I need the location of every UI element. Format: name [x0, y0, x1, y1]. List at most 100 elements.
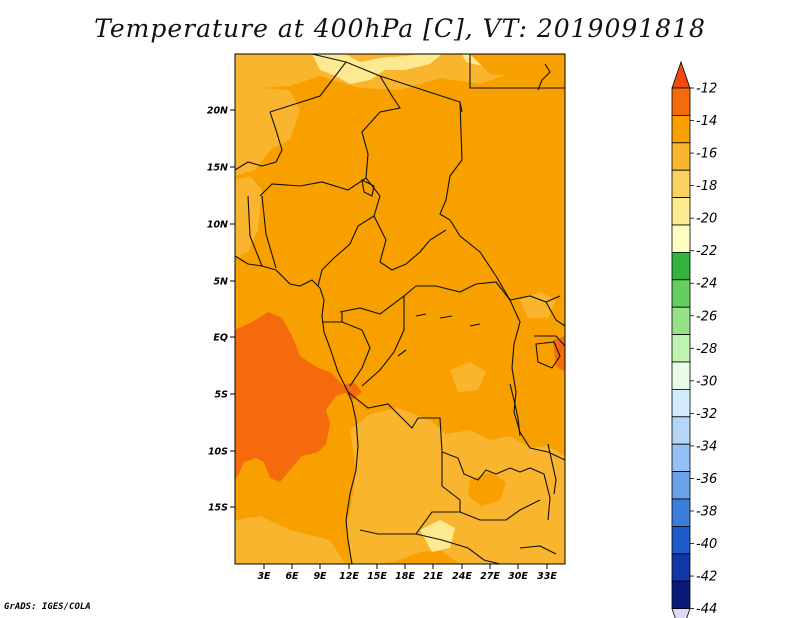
colorbar-label: -20: [696, 212, 717, 227]
colorbar-label: -28: [696, 342, 717, 357]
colorbar-swatch: [671, 443, 691, 473]
colorbar-swatch: [671, 169, 691, 198]
colorbar-label: -44: [696, 602, 717, 617]
colorbar-swatch: [671, 251, 691, 281]
colorbar-swatch: [671, 197, 691, 226]
lon-label: 21E: [423, 571, 443, 582]
colorbar-label: -42: [696, 570, 717, 585]
lon-label: 6E: [285, 571, 299, 582]
colorbar-swatch: [671, 142, 691, 171]
coastline-west-africa: [234, 255, 359, 565]
colorbar-label: -32: [696, 407, 717, 422]
lat-label: 10N: [207, 220, 228, 231]
lon-label: 3E: [257, 571, 271, 582]
lake-malawi: [547, 443, 557, 495]
red-sea-coast: [537, 63, 551, 91]
longitude-axis: 3E 6E 9E 12E 15E 18E 21E 24E 27E 30E 33E: [257, 564, 557, 582]
lon-label: 27E: [480, 571, 500, 582]
credit-text: GrADS: IGES/COLA: [4, 602, 91, 612]
colorbar-swatch: [671, 498, 691, 527]
colorbar-swatch: [671, 279, 691, 308]
border-uganda-kenya: [534, 301, 566, 347]
colorbar-swatch: [671, 526, 691, 555]
colorbar-swatch: [671, 306, 691, 336]
map-frame: [234, 53, 566, 565]
lon-label: 15E: [367, 571, 387, 582]
border-cameroon-congo: [322, 312, 371, 387]
border-angola-zambia: [359, 452, 461, 535]
colorbar-swatch: [671, 361, 691, 390]
map-panel: [234, 53, 566, 565]
colorbar-label: -40: [696, 537, 717, 552]
lon-label: 33E: [537, 571, 557, 582]
lake-chad: [361, 179, 375, 197]
lat-label: 5S: [215, 390, 229, 401]
shade-cool-southwest-coast: [235, 516, 345, 564]
shade-cool-south-central: [346, 408, 565, 564]
border-south-africa: [415, 533, 557, 565]
border-zambia-south: [459, 499, 541, 521]
colorbar-label: -12: [696, 82, 717, 97]
chart-title: Temperature at 400hPa [C], VT: 201909181…: [94, 14, 706, 43]
border-benin-togo: [247, 195, 277, 269]
border-zambia-east: [509, 467, 551, 521]
colorbar-label: -38: [696, 504, 717, 519]
shade-warm-south-island: [468, 472, 506, 506]
colorbar: -12 -14 -16 -18 -20 -22 -24 -26 -28 -30 -32 -34 -36 -…: [671, 60, 717, 618]
country-borders: [234, 53, 566, 565]
river-congo-marks: [397, 313, 481, 357]
lat-label: 20N: [207, 106, 228, 117]
lon-label: 30E: [508, 571, 528, 582]
lake-victoria-outline: [535, 341, 561, 369]
colorbar-swatch: [671, 115, 691, 144]
lon-label: 18E: [395, 571, 415, 582]
colorbar-label: -22: [696, 244, 717, 259]
border-car-drc: [339, 281, 561, 315]
colorbar-swatch: [671, 471, 691, 500]
colorbar-label: -18: [696, 179, 717, 194]
border-chad-sudan: [439, 101, 497, 277]
lat-label: 5N: [213, 277, 228, 288]
latitude-axis: 20N 15N 10N 5N EQ 5S 10S 15S: [207, 106, 235, 514]
border-niger-nigeria: [259, 177, 381, 217]
lon-label: 9E: [313, 571, 327, 582]
colorbar-label: -34: [696, 439, 717, 454]
lat-label: 10S: [208, 447, 228, 458]
lon-label: 12E: [339, 571, 359, 582]
colorbar-label: -24: [696, 277, 717, 292]
lat-label: 15S: [208, 503, 228, 514]
border-chad-car: [373, 215, 447, 271]
colorbar-swatch: [671, 416, 691, 445]
lat-label: EQ: [213, 333, 228, 344]
border-nigeria-cameroon: [317, 215, 375, 287]
colorbar-swatch: [671, 87, 691, 116]
colorbar-bottom-arrow: [671, 608, 691, 618]
colorbar-label: -36: [696, 472, 717, 487]
colorbar-swatch: [671, 334, 691, 363]
shade-warm-ne: [470, 54, 565, 76]
shade-warmest-southwest: [235, 312, 348, 482]
colorbar-swatch: [671, 388, 691, 418]
colorbar-swatch: [671, 553, 691, 582]
colorbar-label: -14: [696, 114, 717, 129]
shade-coolest-south: [420, 520, 455, 552]
shade-cool-east-patch: [520, 292, 556, 318]
colorbar-top-arrow: [671, 60, 691, 89]
border-east-africa: [495, 275, 566, 461]
lon-label: 24E: [452, 571, 472, 582]
border-algeria-niger: [269, 61, 401, 179]
border-drc-angola: [347, 391, 511, 481]
lat-label: 15N: [207, 163, 228, 174]
colorbar-label: -16: [696, 147, 717, 162]
colorbar-swatch: [671, 224, 691, 253]
border-mali-burkina: [234, 111, 283, 171]
border-egypt-sudan: [469, 54, 565, 89]
colorbar-label: -26: [696, 309, 717, 324]
shade-cool-sahara: [235, 88, 300, 176]
lake-tanganyika: [509, 383, 521, 437]
border-congo-drc: [361, 296, 405, 387]
colorbar-label: -30: [696, 374, 717, 389]
shade-cool-central-patch: [450, 362, 486, 392]
colorbar-swatch: [671, 580, 691, 610]
